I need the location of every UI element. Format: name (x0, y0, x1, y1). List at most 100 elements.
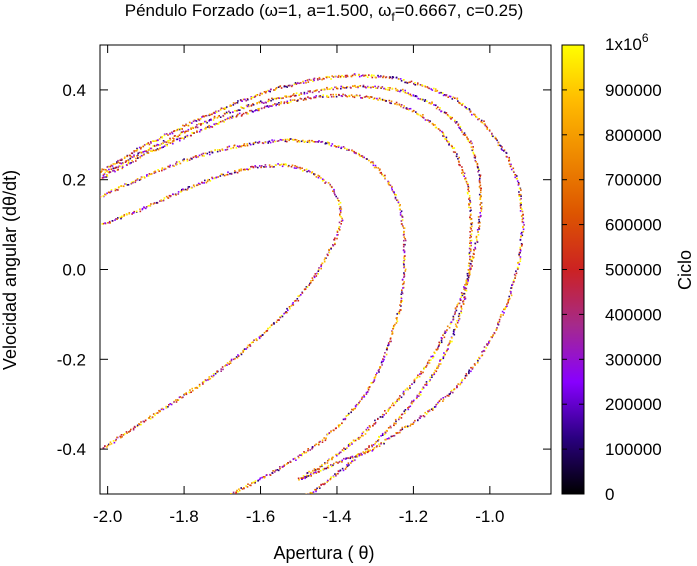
data-point (428, 120, 430, 122)
data-point (403, 272, 405, 274)
data-point (381, 364, 383, 366)
data-point (403, 276, 405, 278)
data-point (267, 141, 270, 143)
data-point (391, 87, 394, 90)
data-point (326, 479, 329, 482)
data-point (187, 128, 190, 131)
data-point (241, 488, 244, 490)
data-point (351, 460, 353, 463)
data-point (473, 113, 476, 116)
data-point (250, 96, 253, 99)
data-point (261, 476, 263, 479)
data-point (407, 92, 409, 94)
data-point (464, 377, 466, 380)
data-point (334, 237, 336, 239)
data-point (300, 82, 302, 84)
data-point (398, 416, 401, 419)
data-point (120, 436, 122, 439)
data-point (396, 320, 399, 323)
data-point (192, 389, 194, 392)
data-point (342, 418, 345, 421)
data-point (134, 181, 137, 184)
data-point (480, 194, 482, 197)
data-point (295, 94, 297, 97)
data-point (444, 396, 447, 398)
data-point (468, 195, 471, 197)
data-point (221, 496, 223, 498)
data-point (520, 197, 522, 200)
data-point (433, 371, 435, 374)
data-point (100, 195, 102, 198)
data-point (279, 97, 282, 99)
data-point (312, 472, 315, 475)
data-point (469, 248, 472, 251)
data-point (416, 376, 419, 379)
data-point (225, 149, 228, 151)
data-point (328, 142, 330, 144)
data-point (309, 449, 311, 451)
data-point (108, 443, 111, 446)
data-point (201, 181, 203, 184)
data-point (321, 439, 324, 441)
data-point (109, 171, 112, 173)
data-point (206, 180, 209, 183)
data-point (454, 328, 456, 331)
data-point (335, 475, 337, 477)
data-point (344, 458, 347, 460)
data-point (140, 421, 142, 423)
data-point (315, 469, 317, 471)
data-point (443, 111, 446, 114)
data-point (192, 184, 195, 186)
data-point (403, 275, 406, 277)
data-point (522, 230, 525, 233)
data-point (296, 82, 299, 84)
data-point (270, 99, 272, 102)
data-point (335, 95, 338, 98)
data-point (402, 287, 404, 289)
data-point (336, 197, 339, 200)
data-point (468, 247, 471, 250)
data-point (342, 469, 345, 472)
data-point (419, 114, 422, 117)
data-point (508, 159, 511, 162)
data-point (453, 388, 456, 390)
data-point (229, 362, 232, 364)
data-point (469, 218, 472, 221)
data-point (163, 197, 166, 199)
data-point (339, 424, 341, 426)
data-point (379, 366, 381, 368)
data-point (271, 139, 273, 141)
data-point (395, 432, 398, 435)
data-point (330, 78, 332, 80)
data-point (365, 86, 367, 89)
data-point (300, 454, 302, 456)
data-point (484, 124, 487, 127)
data-point (116, 161, 118, 163)
data-point (478, 225, 481, 227)
data-point (298, 82, 301, 85)
data-point (287, 462, 289, 464)
data-point (210, 375, 213, 378)
data-point (474, 364, 476, 366)
data-point (302, 99, 305, 101)
data-point (104, 445, 106, 448)
data-point (143, 176, 146, 178)
colorbar-top-label: 1x106 (605, 31, 649, 54)
data-point (177, 135, 179, 138)
data-point (365, 95, 368, 98)
data-point (380, 171, 382, 174)
data-point (241, 107, 244, 109)
data-point (172, 193, 174, 195)
data-point (145, 206, 148, 208)
data-point (467, 275, 470, 278)
data-point (440, 341, 443, 344)
data-point (427, 87, 430, 89)
data-point (317, 471, 320, 473)
x-axis-ticks: -2.0 -1.8 -1.6 -1.4 -1.2 -1.0 (93, 45, 504, 526)
data-point (456, 121, 458, 123)
data-point (458, 156, 460, 159)
data-point (465, 374, 468, 377)
data-point (218, 498, 220, 500)
data-point (296, 100, 299, 102)
